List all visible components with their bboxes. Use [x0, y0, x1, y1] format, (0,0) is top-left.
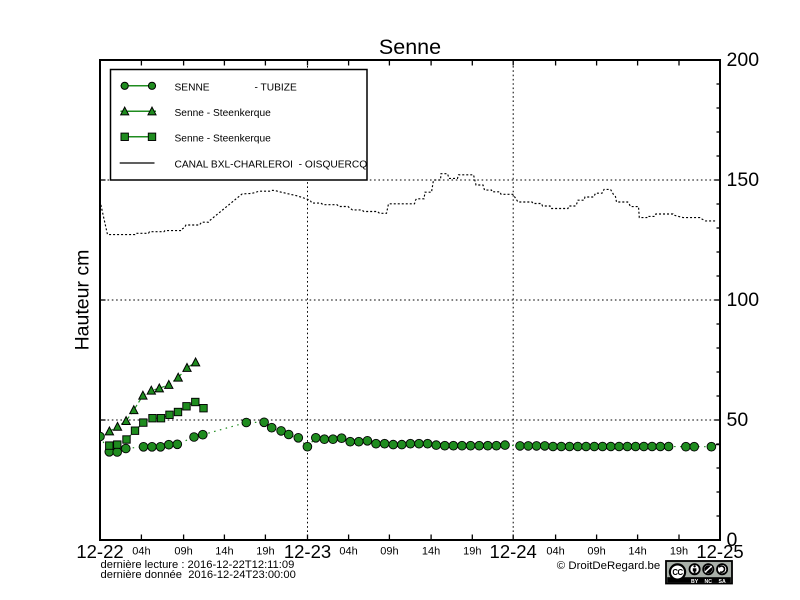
svg-text:dernière lecture : 2016-12-22T: dernière lecture : 2016-12-22T12:11:09	[101, 559, 295, 571]
svg-text:19h: 19h	[670, 546, 688, 558]
svg-text:0: 0	[727, 529, 738, 551]
svg-text:14h: 14h	[628, 546, 646, 558]
svg-text:150: 150	[727, 169, 760, 191]
svg-text:19h: 19h	[256, 546, 274, 558]
svg-text:04h: 04h	[132, 546, 150, 558]
svg-text:12-23: 12-23	[284, 541, 331, 562]
svg-text:09h: 09h	[380, 546, 398, 558]
svg-text:CANAL BXL-CHARLEROI - OISQUER: CANAL BXL-CHARLEROI - OISQUERCQ	[175, 160, 368, 171]
svg-text:04h: 04h	[546, 546, 564, 558]
svg-text:SA: SA	[718, 579, 725, 585]
svg-text:© DroitDeRegard.be: © DroitDeRegard.be	[557, 560, 660, 572]
svg-text:12-22: 12-22	[76, 541, 123, 562]
svg-text:14h: 14h	[215, 546, 233, 558]
svg-text:04h: 04h	[339, 546, 357, 558]
svg-text:19h: 19h	[463, 546, 481, 558]
svg-text:100: 100	[727, 289, 760, 311]
svg-text:BY: BY	[691, 579, 699, 585]
svg-text:Senne: Senne	[379, 35, 441, 59]
svg-text:09h: 09h	[587, 546, 605, 558]
svg-text:Senne - Steenkerque: Senne - Steenkerque	[175, 134, 272, 145]
svg-text:CC: CC	[672, 568, 683, 577]
svg-text:- TUBIZE: - TUBIZE	[255, 83, 297, 94]
svg-text:50: 50	[727, 409, 749, 431]
svg-text:12-25: 12-25	[696, 541, 743, 562]
svg-text:12-24: 12-24	[490, 541, 537, 562]
svg-text:200: 200	[727, 49, 760, 71]
svg-text:NC: NC	[705, 579, 713, 585]
svg-text:dernière donnée 2016-12-24T23: dernière donnée 2016-12-24T23:00:00	[101, 569, 296, 581]
svg-text:09h: 09h	[174, 546, 192, 558]
svg-text:SENNE: SENNE	[175, 83, 210, 94]
svg-text:14h: 14h	[422, 546, 440, 558]
svg-text:Senne - Steenkerque: Senne - Steenkerque	[175, 108, 272, 119]
svg-text:Hauteur cm: Hauteur cm	[72, 250, 94, 351]
